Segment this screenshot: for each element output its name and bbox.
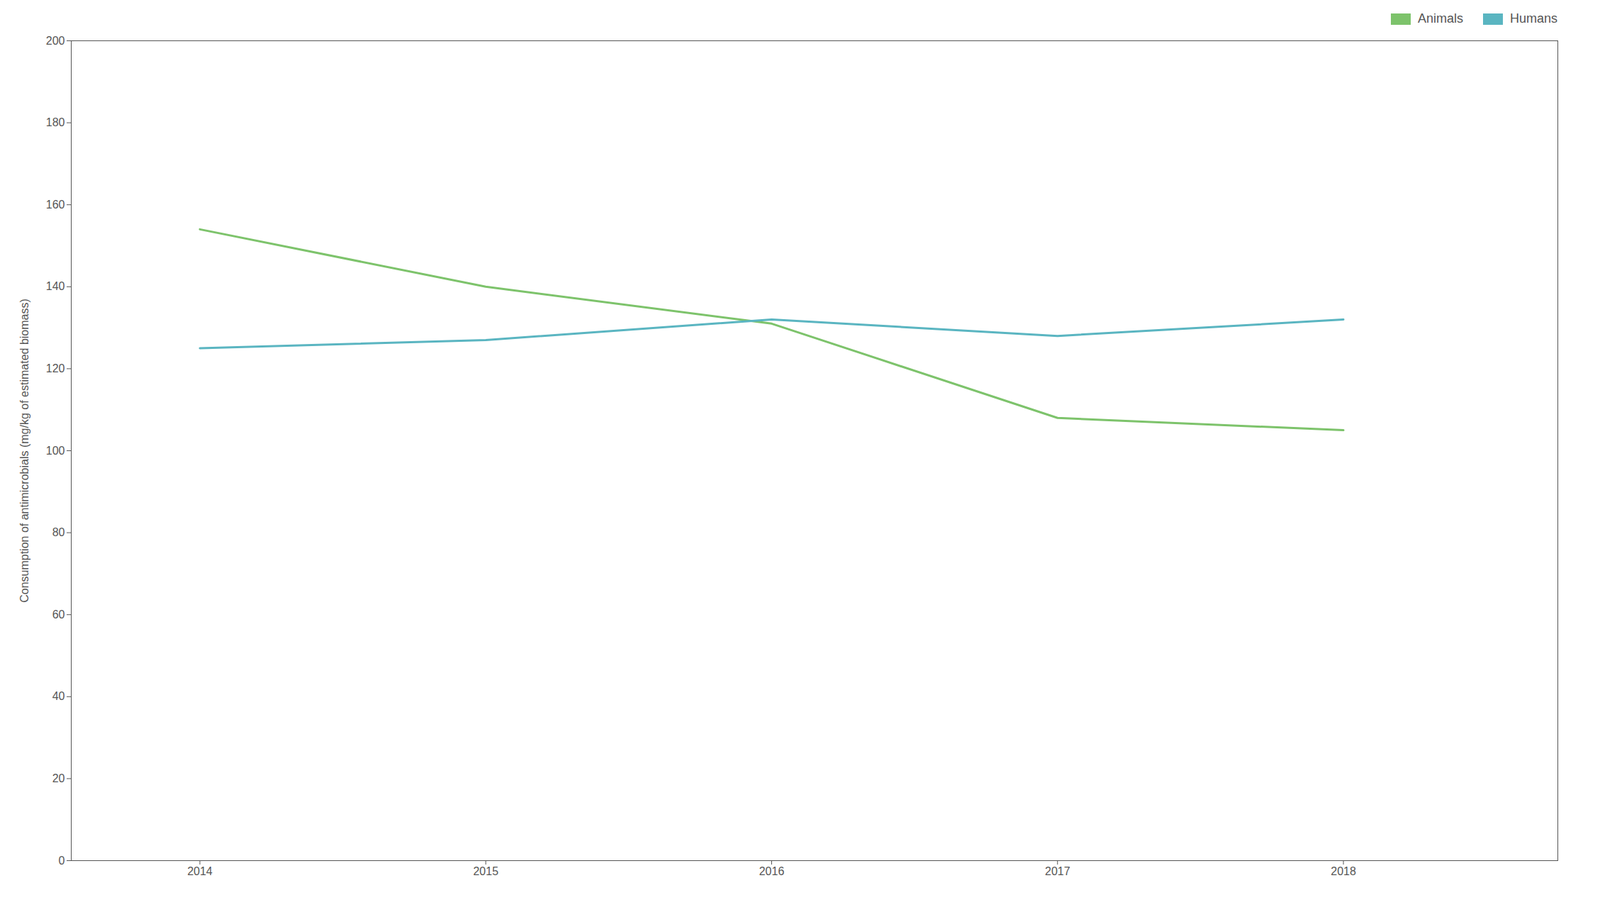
svg-text:120: 120 — [46, 362, 66, 375]
svg-text:160: 160 — [46, 198, 66, 211]
svg-text:60: 60 — [52, 608, 66, 621]
svg-text:100: 100 — [46, 444, 66, 457]
html-text:Humans: Humans — [1509, 11, 1558, 26]
svg-text:200: 200 — [46, 34, 66, 47]
svg-text:20: 20 — [52, 771, 66, 785]
svg-text:2015: 2015 — [472, 864, 499, 877]
svg-text:80: 80 — [52, 526, 66, 539]
svg-text:Consumption of antimicrobials: Consumption of antimicrobials (mg/kg of … — [18, 298, 31, 603]
svg-text:2018: 2018 — [1330, 864, 1357, 877]
svg-text:2014: 2014 — [187, 864, 213, 877]
svg-text:40: 40 — [52, 689, 66, 702]
svg-text:2017: 2017 — [1044, 864, 1071, 877]
html-text:Animals: Animals — [1417, 11, 1464, 26]
svg-text:2016: 2016 — [759, 864, 785, 877]
svg-text:0: 0 — [58, 854, 66, 867]
svg-text:140: 140 — [46, 280, 66, 293]
svg-text:180: 180 — [46, 116, 66, 129]
